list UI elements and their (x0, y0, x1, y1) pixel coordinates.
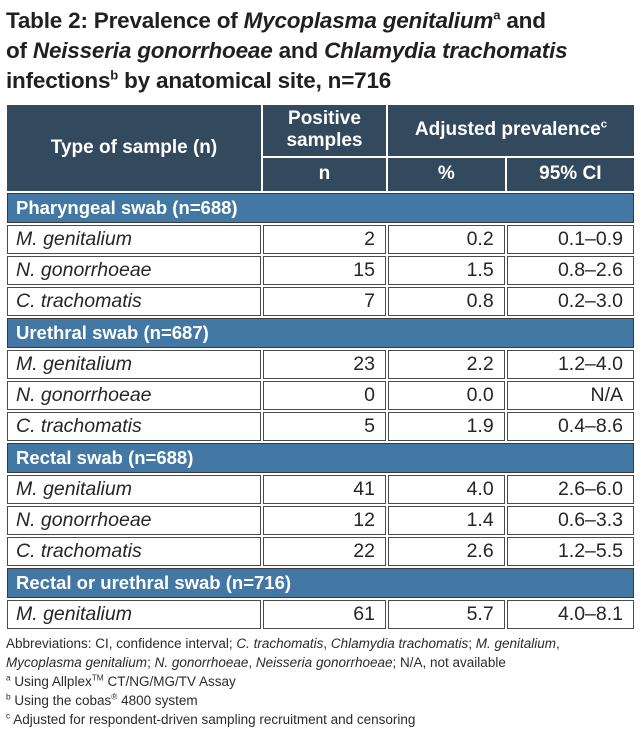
table-row: C. trachomatis 7 0.8 0.2–3.0 (7, 286, 634, 316)
ci-cell: 2.6–6.0 (506, 474, 634, 504)
organism-cell: M. genitalium (7, 224, 261, 254)
section-row-rectal-or-urethral-swab-n-716: Rectal or urethral swab (n=716) (7, 567, 634, 598)
footnote-c: c Adjusted for respondent-driven samplin… (6, 710, 416, 728)
section-header-rectal-swab-n-688: Rectal swab (n=688) (7, 442, 634, 473)
ci-cell: 1.2–5.5 (506, 536, 634, 566)
table-body: Pharyngeal swab (n=688) M. genitalium 2 0.2… (7, 192, 634, 629)
organism-cell: N. gonorrhoeae (7, 505, 261, 535)
organism-cell: M. genitalium (7, 349, 261, 379)
percent-cell: 1.9 (387, 411, 505, 441)
table-row: C. trachomatis 5 1.9 0.4–8.6 (7, 411, 634, 441)
section-header-pharyngeal-swab-n-688: Pharyngeal swab (n=688) (7, 192, 634, 223)
ci-cell: 1.2–4.0 (506, 349, 634, 379)
organism-cell: M. genitalium (7, 474, 261, 504)
ci-cell: 0.8–2.6 (506, 255, 634, 285)
table-row: M. genitalium 2 0.2 0.1–0.9 (7, 224, 634, 254)
organism-cell: C. trachomatis (7, 286, 261, 316)
footnote-abbreviations: Abbreviations: CI, confidence interval; … (6, 635, 560, 670)
percent-cell: 0.8 (387, 286, 505, 316)
percent-cell: 4.0 (387, 474, 505, 504)
section-row-rectal-swab-n-688: Rectal swab (n=688) (7, 442, 634, 473)
n-cell: 41 (262, 474, 386, 504)
organism-cell: N. gonorrhoeae (7, 255, 261, 285)
table-title: Table 2: Prevalence of Mycoplasma genita… (6, 7, 568, 93)
n-cell: 12 (262, 505, 386, 535)
ci-cell: 0.4–8.6 (506, 411, 634, 441)
n-cell: 22 (262, 536, 386, 566)
table-row: C. trachomatis 22 2.6 1.2–5.5 (7, 536, 634, 566)
section-row-pharyngeal-swab-n-688: Pharyngeal swab (n=688) (7, 192, 634, 223)
percent-cell: 2.6 (387, 536, 505, 566)
ci-cell: N/A (506, 380, 634, 410)
col-header-type-of-sample: Type of sample (n) (7, 104, 261, 191)
table-row: N. gonorrhoeae 12 1.4 0.6–3.3 (7, 505, 634, 535)
ci-cell: 0.6–3.3 (506, 505, 634, 535)
organism-cell: C. trachomatis (7, 536, 261, 566)
table-header: Type of sample (n) Positive samples Adju… (7, 104, 634, 191)
n-cell: 5 (262, 411, 386, 441)
organism-cell: C. trachomatis (7, 411, 261, 441)
col-header-n: n (262, 157, 386, 191)
organism-cell: M. genitalium (7, 599, 261, 629)
table-row: M. genitalium 61 5.7 4.0–8.1 (7, 599, 634, 629)
percent-cell: 1.5 (387, 255, 505, 285)
section-header-rectal-or-urethral-swab-n-716: Rectal or urethral swab (n=716) (7, 567, 634, 598)
prevalence-table: Type of sample (n) Positive samples Adju… (5, 102, 636, 631)
page: Table 2: Prevalence of Mycoplasma genita… (5, 7, 636, 730)
percent-cell: 0.0 (387, 380, 505, 410)
footnote-b: b Using the cobas® 4800 system (6, 691, 198, 709)
percent-cell: 1.4 (387, 505, 505, 535)
n-cell: 23 (262, 349, 386, 379)
footnote-a: a Using AllplexTM CT/NG/MG/TV Assay (6, 672, 236, 690)
col-header-percent: % (387, 157, 505, 191)
table-row: N. gonorrhoeae 15 1.5 0.8–2.6 (7, 255, 634, 285)
ci-cell: 0.2–3.0 (506, 286, 634, 316)
percent-cell: 5.7 (387, 599, 505, 629)
n-cell: 2 (262, 224, 386, 254)
section-header-urethral-swab-n-687: Urethral swab (n=687) (7, 317, 634, 348)
ci-cell: 0.1–0.9 (506, 224, 634, 254)
n-cell: 7 (262, 286, 386, 316)
n-cell: 61 (262, 599, 386, 629)
n-cell: 0 (262, 380, 386, 410)
organism-cell: N. gonorrhoeae (7, 380, 261, 410)
section-row-urethral-swab-n-687: Urethral swab (n=687) (7, 317, 634, 348)
col-header-95ci: 95% CI (506, 157, 634, 191)
n-cell: 15 (262, 255, 386, 285)
footnotes: Abbreviations: CI, confidence interval; … (6, 634, 636, 730)
percent-cell: 2.2 (387, 349, 505, 379)
col-header-positive-samples: Positive samples (262, 104, 386, 156)
ci-cell: 4.0–8.1 (506, 599, 634, 629)
table-row: M. genitalium 23 2.2 1.2–4.0 (7, 349, 634, 379)
percent-cell: 0.2 (387, 224, 505, 254)
table-row: M. genitalium 41 4.0 2.6–6.0 (7, 474, 634, 504)
col-header-adjusted-prevalence: Adjusted prevalencec (387, 104, 634, 156)
table-row: N. gonorrhoeae 0 0.0 N/A (7, 380, 634, 410)
